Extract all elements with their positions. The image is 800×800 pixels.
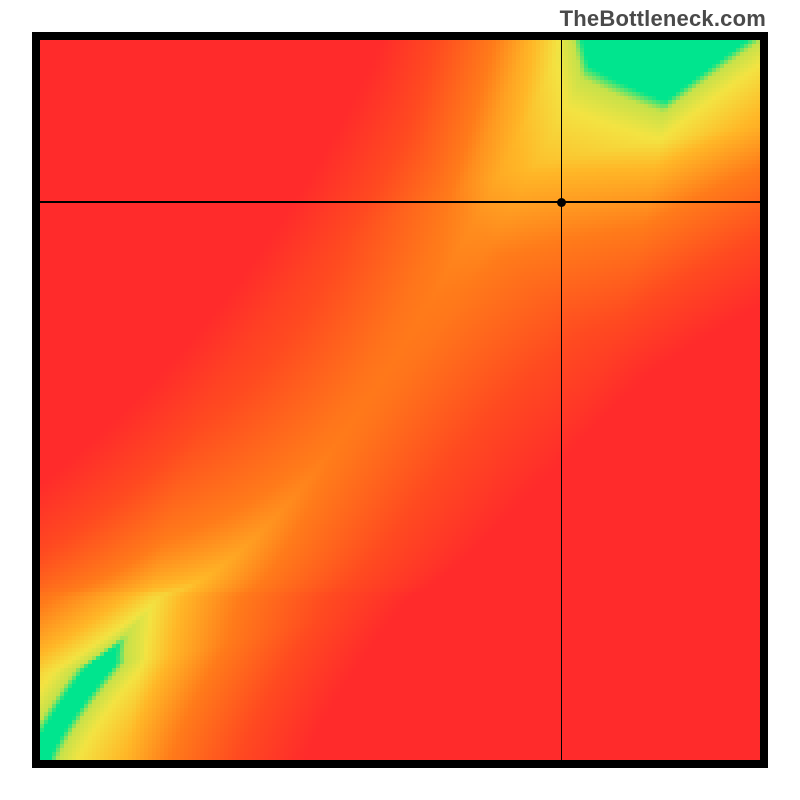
root-container: TheBottleneck.com xyxy=(0,0,800,800)
heatmap-canvas xyxy=(40,40,760,760)
marker-dot xyxy=(557,198,566,207)
crosshair-vertical xyxy=(561,40,563,760)
plot-area xyxy=(40,40,760,760)
watermark-text: TheBottleneck.com xyxy=(560,6,766,32)
plot-frame xyxy=(32,32,768,768)
crosshair-horizontal xyxy=(40,201,760,203)
